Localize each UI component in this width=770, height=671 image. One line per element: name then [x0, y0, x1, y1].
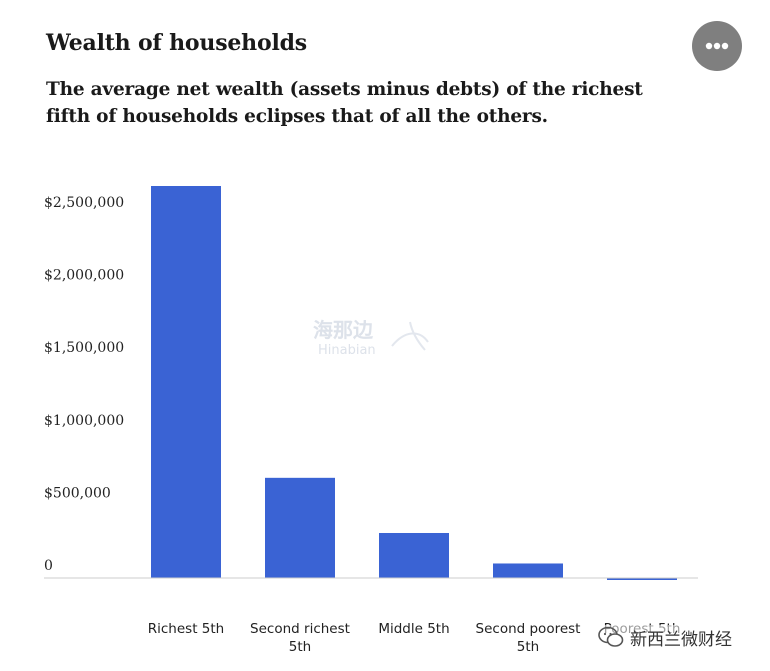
y-tick-label: $1,500,000 [44, 340, 124, 356]
bar [607, 578, 677, 580]
more-options-button[interactable] [692, 21, 742, 71]
y-tick-label: $500,000 [44, 485, 111, 501]
category-label: Second richest 5th [250, 621, 350, 655]
wechat-icon [598, 626, 624, 647]
bar [265, 477, 335, 578]
watermark-cn: 海那边 [313, 318, 374, 342]
category-label: Richest 5th [148, 621, 224, 637]
y-tick-label: $2,500,000 [44, 195, 124, 211]
bar [379, 532, 449, 578]
bars [151, 186, 677, 580]
bar [151, 186, 221, 578]
watermark-logo-icon [391, 321, 429, 351]
source-badge-text: 新西兰微财经 [630, 629, 732, 650]
y-tick-label: $2,000,000 [44, 268, 124, 284]
category-label: Second poorest 5th [476, 621, 581, 655]
watermark: 海那边 Hinabian [313, 318, 429, 358]
category-label: Middle 5th [378, 621, 449, 637]
more-horizontal-icon [705, 42, 729, 50]
source-badge: 新西兰微财经 [598, 625, 732, 650]
chart-title: Wealth of households [46, 30, 307, 56]
y-axis: 0 $500,000 $1,000,000 $1,500,000 $2,000,000 $… [44, 195, 124, 574]
watermark-en: Hinabian [318, 343, 376, 358]
bar [493, 563, 563, 578]
y-tick-label: $1,000,000 [44, 413, 124, 429]
chart-subtitle: The average net wealth (assets minus deb… [46, 79, 643, 127]
y-tick-label: 0 [44, 558, 53, 574]
